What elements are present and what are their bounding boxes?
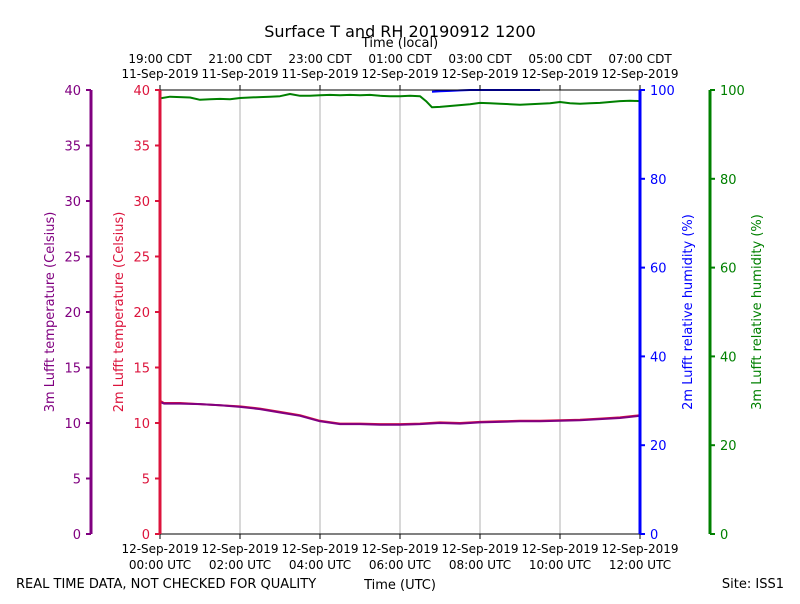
- bottom-tick-label-date: 12-Sep-2019: [521, 542, 598, 556]
- axis-tick-label-t3m: 20: [64, 306, 81, 321]
- bottom-tick-label-date: 12-Sep-2019: [601, 542, 678, 556]
- axis-tick-label-t3m: 10: [64, 417, 81, 432]
- axis-tick-label-rh2m: 80: [650, 173, 667, 188]
- grid-layer: [239, 90, 561, 534]
- axis-tick-label-rh3m: 60: [720, 262, 737, 277]
- top-tick-label-time: 01:00 CDT: [368, 52, 432, 66]
- axis-title-rh2m: 2m Lufft relative humidity (%): [681, 214, 696, 410]
- axis-tick-label-rh2m: 20: [650, 439, 667, 454]
- top-axis-label: Time (local): [361, 36, 438, 51]
- top-tick-label-time: 19:00 CDT: [128, 52, 192, 66]
- top-tick-label-time: 21:00 CDT: [208, 52, 272, 66]
- site-label: Site: ISS1: [722, 577, 784, 592]
- top-tick-label-date: 12-Sep-2019: [601, 67, 678, 81]
- bottom-tick-label-time: 00:00 UTC: [129, 558, 191, 572]
- x-axis-label: Time (UTC): [363, 578, 436, 593]
- axis-tick-label-t3m: 25: [64, 251, 81, 266]
- top-tick-label-time: 03:00 CDT: [448, 52, 512, 66]
- top-tick-label-date: 11-Sep-2019: [121, 67, 198, 81]
- top-tick-label-date: 12-Sep-2019: [441, 67, 518, 81]
- top-tick-label-date: 12-Sep-2019: [361, 67, 438, 81]
- axis-tick-label-rh2m: 40: [650, 350, 667, 365]
- axis-tick-label-rh2m: 0: [650, 528, 658, 543]
- top-tick-label-date: 11-Sep-2019: [201, 67, 278, 81]
- axis-tick-label-t2m: 30: [133, 195, 150, 210]
- axis-tick-label-t3m: 0: [73, 528, 81, 543]
- axis-title-t3m: 3m Lufft temperature (Celsius): [43, 212, 58, 413]
- top-tick-label-time: 23:00 CDT: [288, 52, 352, 66]
- bottom-tick-label-date: 12-Sep-2019: [201, 542, 278, 556]
- axis-tick-label-rh2m: 100: [650, 84, 675, 99]
- axis-tick-label-rh3m: 100: [720, 84, 745, 99]
- series-line-t3m: [159, 400, 641, 426]
- bottom-tick-label-time: 04:00 UTC: [289, 558, 351, 572]
- axis-tick-label-rh3m: 20: [720, 439, 737, 454]
- axis-title-t2m: 2m Lufft temperature (Celsius): [112, 212, 127, 413]
- chart-title: Surface T and RH 20190912 1200: [264, 22, 536, 41]
- bottom-tick-label-date: 12-Sep-2019: [361, 542, 438, 556]
- bottom-tick-label-time: 10:00 UTC: [529, 558, 591, 572]
- bottom-tick-label-date: 12-Sep-2019: [121, 542, 198, 556]
- bottom-tick-label-time: 02:00 UTC: [209, 558, 271, 572]
- series-line-rh3m: [159, 93, 641, 109]
- axis-tick-label-t2m: 35: [133, 140, 150, 155]
- axis-tick-label-rh3m: 0: [720, 528, 728, 543]
- axis-tick-label-t2m: 20: [133, 306, 150, 321]
- quality-disclaimer: REAL TIME DATA, NOT CHECKED FOR QUALITY: [16, 577, 316, 592]
- axis-tick-label-t2m: 25: [133, 251, 150, 266]
- axis-tick-label-t3m: 30: [64, 195, 81, 210]
- bottom-tick-label-time: 12:00 UTC: [609, 558, 671, 572]
- top-tick-label-time: 05:00 CDT: [528, 52, 592, 66]
- axis-tick-label-t2m: 0: [142, 528, 150, 543]
- axis-tick-label-t2m: 10: [133, 417, 150, 432]
- axis-tick-label-rh3m: 40: [720, 350, 737, 365]
- bottom-tick-label-date: 12-Sep-2019: [281, 542, 358, 556]
- axis-layer: 12-Sep-2019 00:00 UTC 12-Sep-2019 02:00 UTC…: [43, 52, 765, 572]
- bottom-tick-label-time: 08:00 UTC: [449, 558, 511, 572]
- axis-tick-label-t3m: 35: [64, 140, 81, 155]
- top-tick-label-date: 11-Sep-2019: [281, 67, 358, 81]
- top-tick-label-time: 07:00 CDT: [608, 52, 672, 66]
- axis-tick-label-t2m: 15: [133, 362, 150, 377]
- axis-tick-label-t2m: 40: [133, 84, 150, 99]
- axis-title-rh3m: 3m Lufft relative humidity (%): [750, 214, 765, 410]
- bottom-tick-label-time: 06:00 UTC: [369, 558, 431, 572]
- axis-tick-label-t3m: 15: [64, 362, 81, 377]
- axis-tick-label-t2m: 5: [142, 473, 150, 488]
- top-tick-label-date: 12-Sep-2019: [521, 67, 598, 81]
- axis-tick-label-t3m: 40: [64, 84, 81, 99]
- axis-tick-label-rh2m: 60: [650, 262, 667, 277]
- axis-tick-label-t3m: 5: [73, 473, 81, 488]
- axis-tick-label-rh3m: 80: [720, 173, 737, 188]
- bottom-tick-label-date: 12-Sep-2019: [441, 542, 518, 556]
